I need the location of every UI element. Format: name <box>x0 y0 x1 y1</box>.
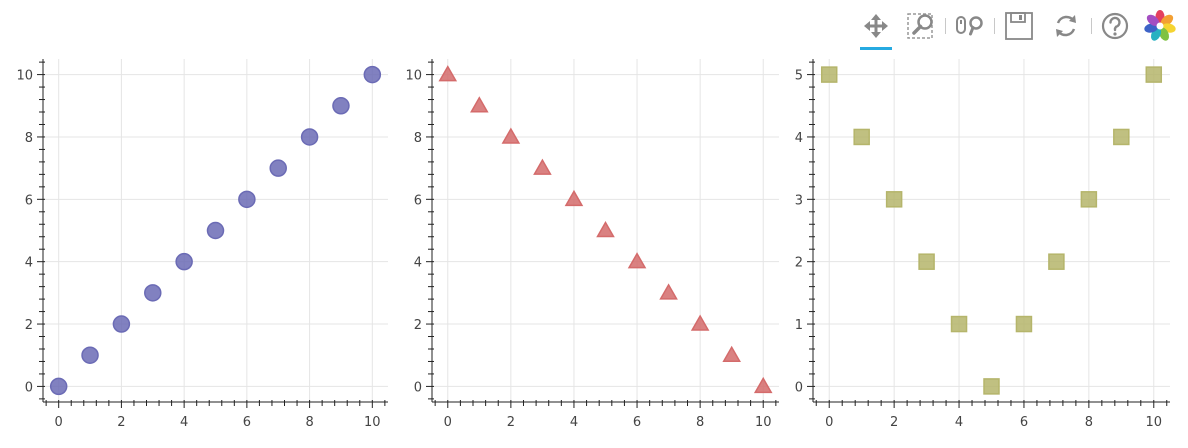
help-tool-button[interactable] <box>1095 6 1135 46</box>
data-point-square <box>1113 128 1130 146</box>
x-tick-label: 2 <box>890 415 898 430</box>
data-point-square <box>820 66 838 83</box>
x-tick-label: 2 <box>117 415 125 430</box>
data-point-square <box>918 253 935 270</box>
save-icon <box>1005 12 1033 40</box>
x-tick-label: 10 <box>1145 415 1162 430</box>
data-point-circle <box>144 284 162 302</box>
box-zoom-tool-button[interactable] <box>901 6 941 46</box>
x-tick-label: 6 <box>243 415 251 430</box>
plot-toolbar <box>0 0 1188 52</box>
toolbar-separator <box>945 18 946 34</box>
y-tick-label: 0 <box>25 380 33 395</box>
data-point-triangle <box>470 96 489 113</box>
y-tick-label: 0 <box>414 380 422 395</box>
x-tick-label: 0 <box>55 415 63 430</box>
data-point-triangle <box>690 314 710 331</box>
y-tick-label: 0 <box>795 380 803 395</box>
y-tick-label: 8 <box>414 131 422 146</box>
data-point-circle <box>300 128 319 146</box>
data-point-circle <box>112 315 131 333</box>
x-tick-label: 10 <box>755 415 772 430</box>
x-tick-label: 4 <box>955 415 963 430</box>
data-point-square <box>1048 253 1065 270</box>
box-zoom-icon <box>907 13 933 39</box>
plot-panel-1: 0 2 4 6 8 10 0 2 4 6 8 10 <box>16 59 388 430</box>
wheel-zoom-tool-button[interactable] <box>951 6 991 46</box>
data-point-circle <box>81 346 99 364</box>
help-icon <box>1101 12 1129 40</box>
y-tick-label: 2 <box>795 256 803 271</box>
data-point-triangle <box>596 220 615 238</box>
y-tick-label: 4 <box>414 256 422 271</box>
bokeh-logo-link[interactable] <box>1140 6 1180 46</box>
data-point-circle <box>238 190 256 209</box>
bokeh-logo-icon <box>1144 10 1176 41</box>
y-tick-label: 5 <box>795 69 803 84</box>
data-point-circle <box>332 97 350 115</box>
data-point-square <box>1145 66 1163 83</box>
plot-panel-3: 0 2 4 6 8 10 0 1 2 3 4 5 <box>795 59 1170 430</box>
save-tool-button[interactable] <box>999 6 1039 46</box>
data-point-square <box>885 191 903 208</box>
y-tick-label: 4 <box>25 256 33 271</box>
y-tick-label: 10 <box>16 69 33 84</box>
y-tick-label: 1 <box>795 318 803 333</box>
x-tick-label: 6 <box>1020 415 1028 430</box>
pan-icon <box>864 14 888 38</box>
x-tick-label: 8 <box>305 415 313 430</box>
x-tick-label: 0 <box>825 415 833 430</box>
reset-tool-button[interactable] <box>1046 6 1086 46</box>
data-point-circle <box>206 221 225 240</box>
reset-icon <box>1056 15 1076 37</box>
toolbar-separator <box>1091 18 1092 34</box>
data-point-circle <box>175 252 193 271</box>
data-point-triangle <box>722 345 741 362</box>
y-tick-label: 4 <box>795 131 803 146</box>
plot-panel-2: 0 2 4 6 8 10 0 2 4 6 8 10 <box>405 59 779 430</box>
x-tick-label: 4 <box>570 415 578 430</box>
data-point-triangle <box>533 158 552 175</box>
data-point-square <box>983 378 1000 395</box>
y-tick-label: 6 <box>25 193 33 208</box>
data-point-triangle <box>501 127 521 144</box>
data-point-triangle <box>564 189 584 207</box>
pan-tool-button[interactable] <box>856 6 896 50</box>
data-point-circle <box>269 159 287 177</box>
x-tick-label: 8 <box>1085 415 1093 430</box>
data-point-square <box>1015 315 1033 333</box>
data-point-square <box>1080 191 1098 208</box>
x-tick-label: 2 <box>507 415 515 430</box>
active-tool-indicator <box>860 47 892 50</box>
y-tick-label: 8 <box>25 131 33 146</box>
y-tick-label: 10 <box>405 69 422 84</box>
data-point-triangle <box>438 65 458 82</box>
data-point-square <box>950 315 968 333</box>
data-point-triangle <box>627 252 647 269</box>
data-point-square <box>853 128 870 146</box>
y-tick-label: 3 <box>795 193 803 208</box>
x-tick-label: 0 <box>444 415 452 430</box>
y-tick-label: 2 <box>25 318 33 333</box>
x-tick-label: 4 <box>180 415 188 430</box>
wheel-zoom-icon <box>956 16 983 36</box>
data-point-circle <box>363 65 382 84</box>
x-tick-label: 8 <box>696 415 704 430</box>
y-tick-label: 6 <box>414 193 422 208</box>
y-tick-label: 2 <box>414 318 422 333</box>
toolbar-separator <box>994 18 995 34</box>
data-point-triangle <box>753 376 773 394</box>
x-tick-label: 6 <box>633 415 641 430</box>
data-point-circle <box>49 377 68 396</box>
plots-container[interactable]: 0 2 4 6 8 10 0 2 4 6 8 10 0 2 4 6 8 10 0 2 4 6 8 10 0 2 4 6 8 10 0 1 2 3 4… <box>0 52 1188 448</box>
data-point-triangle <box>659 283 678 300</box>
x-tick-label: 10 <box>364 415 381 430</box>
